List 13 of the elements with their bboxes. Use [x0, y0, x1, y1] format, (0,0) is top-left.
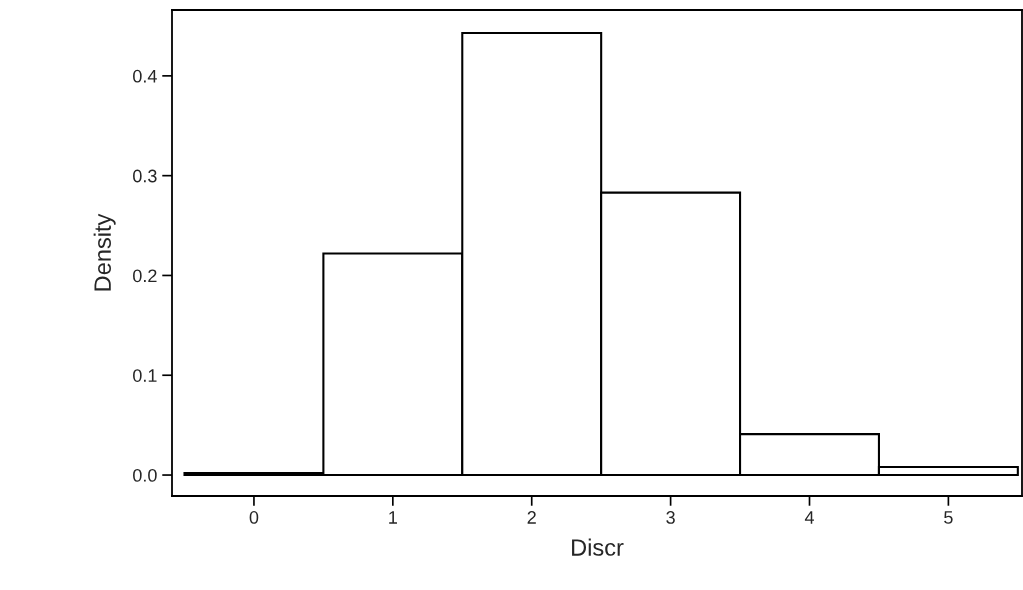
x-tick-label: 0: [249, 511, 259, 524]
x-tick-label: 1: [389, 511, 397, 524]
x-tick-label: 4: [804, 511, 814, 524]
y-tick-label: 0.1: [133, 369, 157, 382]
x-axis-title: Discr: [572, 538, 624, 556]
y-tick-label: 0.2: [133, 269, 157, 283]
y-tick-label: 0.0: [133, 468, 157, 482]
y-axis-title: Density: [93, 213, 116, 291]
y-tick-label: 0.3: [133, 169, 157, 183]
y-tick-label: 0.4: [133, 69, 157, 83]
x-tick-label: 5: [944, 511, 953, 524]
x-tick-label: 2: [527, 511, 536, 524]
x-tick-label: 3: [666, 511, 675, 524]
